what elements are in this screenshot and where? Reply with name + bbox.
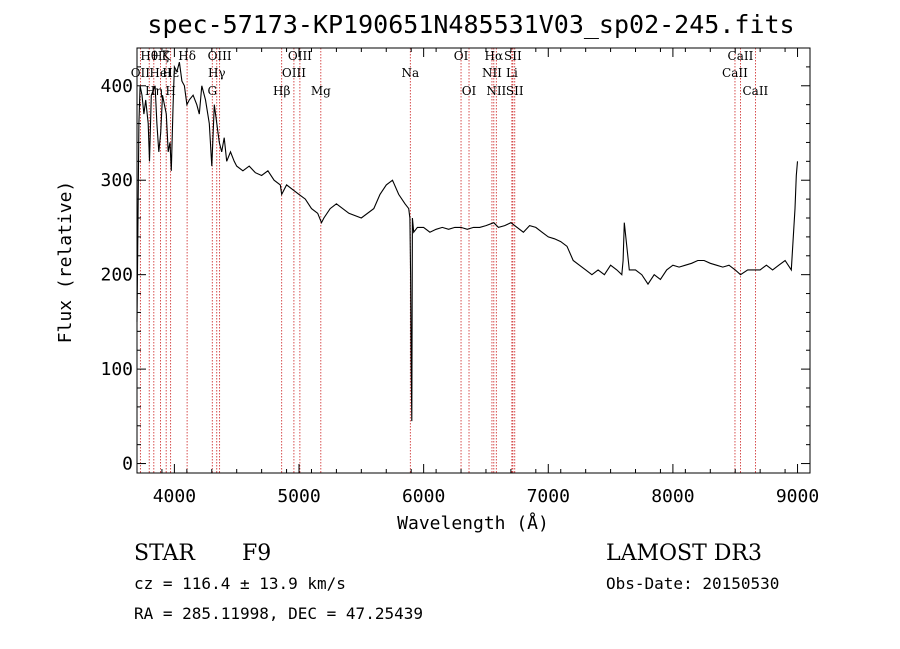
line-label: OIII xyxy=(288,49,312,63)
x-tick-label: 4000 xyxy=(153,486,196,507)
line-label: Hγ xyxy=(208,66,226,80)
plot-frame xyxy=(136,47,811,474)
x-tick-label: 8000 xyxy=(651,486,694,507)
line-label: CaII xyxy=(728,49,754,63)
chart-title: spec-57173-KP190651N485531V03_sp02-245.f… xyxy=(147,10,794,39)
line-label: Hα xyxy=(485,49,504,63)
object-class: STAR xyxy=(134,541,196,566)
y-tick-label: 300 xyxy=(100,170,133,191)
line-label: SII xyxy=(504,49,522,63)
line-label: CaII xyxy=(722,66,748,80)
emission-line-markers xyxy=(139,48,756,473)
line-label: OII xyxy=(131,66,151,80)
y-axis-label: Flux (relative) xyxy=(55,181,76,344)
line-label: Hζ xyxy=(152,49,169,63)
x-axis: 4000 5000 6000 7000 8000 9000 xyxy=(136,48,819,507)
line-label: Hε xyxy=(162,66,179,80)
line-label: OIII xyxy=(282,66,306,80)
line-label: Li xyxy=(506,66,518,80)
coordinates-readout: RA = 285.11998, DEC = 47.25439 xyxy=(134,604,423,623)
line-label: OI xyxy=(462,84,477,98)
x-tick-label: 5000 xyxy=(277,486,320,507)
line-label: H xyxy=(165,84,175,98)
x-tick-label: 9000 xyxy=(776,486,819,507)
object-subclass: F9 xyxy=(242,541,271,566)
line-label: HeI xyxy=(149,66,172,80)
line-label: Na xyxy=(401,66,419,80)
survey-name: LAMOST DR3 xyxy=(606,541,762,566)
line-label: CaII xyxy=(742,84,768,98)
line-label: Mg xyxy=(311,84,331,98)
x-axis-label: Wavelength (Å) xyxy=(397,512,549,534)
line-label: OIII xyxy=(208,49,232,63)
line-label: Hθ xyxy=(140,49,158,63)
y-axis: 0 100 200 300 400 xyxy=(100,66,810,475)
line-label: Hδ xyxy=(178,49,196,63)
y-tick-label: 100 xyxy=(100,359,133,380)
emission-line-labels: OII Hθ Hη Hζ HeI K Hε H Hδ G Hγ OIII Hβ OIII OIII Mg Na O… xyxy=(131,49,769,98)
observation-date: Obs-Date: 20150530 xyxy=(606,574,779,593)
line-label: NII xyxy=(486,84,506,98)
y-tick-label: 0 xyxy=(122,454,133,475)
line-label: NII xyxy=(482,66,502,80)
x-tick-label: 6000 xyxy=(402,486,445,507)
line-label: Hβ xyxy=(273,84,290,98)
x-tick-label: 7000 xyxy=(527,486,570,507)
line-label: OI xyxy=(454,49,469,63)
y-tick-label: 200 xyxy=(100,265,133,286)
line-label: Hη xyxy=(145,84,163,98)
spectrum-series xyxy=(136,62,799,422)
redshift-readout: cz = 116.4 ± 13.9 km/s xyxy=(134,574,346,593)
line-label: G xyxy=(207,84,217,98)
line-label: K xyxy=(162,49,172,63)
line-label: SII xyxy=(506,84,524,98)
y-tick-label: 400 xyxy=(100,76,133,97)
